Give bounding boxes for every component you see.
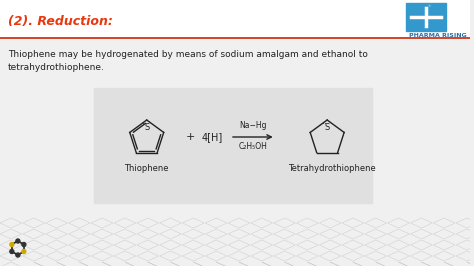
Circle shape <box>22 250 26 253</box>
Text: *: * <box>428 4 431 10</box>
Text: PHARMA RISING: PHARMA RISING <box>410 33 467 38</box>
Text: Thiophene: Thiophene <box>125 164 169 173</box>
Bar <box>407 3 446 31</box>
Bar <box>94 88 372 203</box>
Text: +: + <box>186 132 195 142</box>
Text: Na−Hg: Na−Hg <box>239 121 266 130</box>
Circle shape <box>16 253 20 257</box>
Text: S: S <box>144 123 149 132</box>
Text: 4[H]: 4[H] <box>201 132 223 142</box>
Circle shape <box>16 239 20 243</box>
Text: S: S <box>325 123 330 132</box>
Bar <box>0 0 470 38</box>
Text: C₂H₅OH: C₂H₅OH <box>238 142 267 151</box>
Text: (2). Reduction:: (2). Reduction: <box>8 15 113 28</box>
Text: Tetrahydrothiophene: Tetrahydrothiophene <box>288 164 376 173</box>
Circle shape <box>22 243 26 247</box>
Circle shape <box>10 243 14 247</box>
Text: Thiophene may be hydrogenated by means of sodium amalgam and ethanol to
tetrahyd: Thiophene may be hydrogenated by means o… <box>8 50 368 72</box>
Circle shape <box>10 250 14 253</box>
